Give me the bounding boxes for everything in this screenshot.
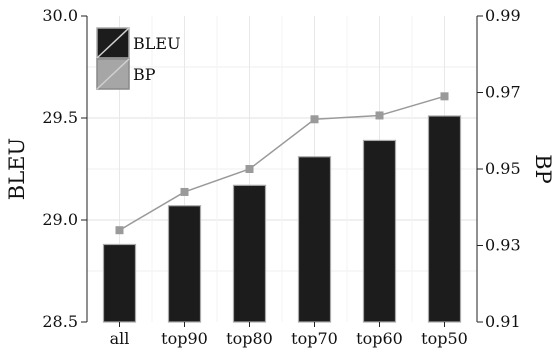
line-layer xyxy=(115,92,449,235)
bar-bleu-top60 xyxy=(362,139,397,323)
y-tick-label: 28.5 xyxy=(42,312,78,331)
x-tick-label-top70: top70 xyxy=(291,329,338,348)
y-tick-label: 29.5 xyxy=(42,108,78,127)
legend-swatch-bp-slash xyxy=(96,58,130,90)
y-tick-label: 30.0 xyxy=(42,6,78,25)
y-tick-label: 29.0 xyxy=(42,210,78,229)
bars-layer xyxy=(102,115,462,323)
marker-bp-all xyxy=(115,226,124,235)
y2-tick-label: 0.91 xyxy=(485,312,521,331)
marker-bp-top70 xyxy=(310,115,319,124)
bar-bleu-top70 xyxy=(297,156,332,323)
ticks-layer: 28.5 29.0 29.5 30.0 0.91 0.93 0.95 0.97 0.99 all t… xyxy=(42,6,520,348)
bar-bleu-top80 xyxy=(232,184,267,323)
bar-bleu-top50 xyxy=(427,115,462,323)
line-bp xyxy=(119,95,445,231)
y2-tick-label: 0.99 xyxy=(485,6,521,25)
legend-swatch-bleu-slash xyxy=(96,27,130,59)
bar-bleu-top90 xyxy=(167,205,202,323)
x-tick-label-all: all xyxy=(110,329,130,348)
y2-tick-label: 0.97 xyxy=(485,83,521,102)
marker-bp-top50 xyxy=(440,92,449,101)
x-tick-label-top50: top50 xyxy=(421,329,468,348)
marker-bp-top60 xyxy=(375,111,384,120)
legend: BLEU BP xyxy=(96,27,181,90)
grid-layer xyxy=(87,16,477,322)
x-tick-label-top60: top60 xyxy=(356,329,403,348)
marker-bp-top90 xyxy=(180,187,189,196)
x-tick-label-top80: top80 xyxy=(226,329,273,348)
marker-bp-top80 xyxy=(245,165,254,173)
bar-bleu-all xyxy=(102,243,137,323)
y2-axis-title: BP xyxy=(531,154,555,184)
y2-tick-label: 0.93 xyxy=(485,236,521,255)
y-axis-title: BLEU xyxy=(5,138,29,200)
legend-label-bleu: BLEU xyxy=(133,34,181,53)
legend-label-bp: BP xyxy=(133,65,156,84)
x-tick-label-top90: top90 xyxy=(161,329,208,348)
y2-tick-label: 0.95 xyxy=(485,159,521,178)
